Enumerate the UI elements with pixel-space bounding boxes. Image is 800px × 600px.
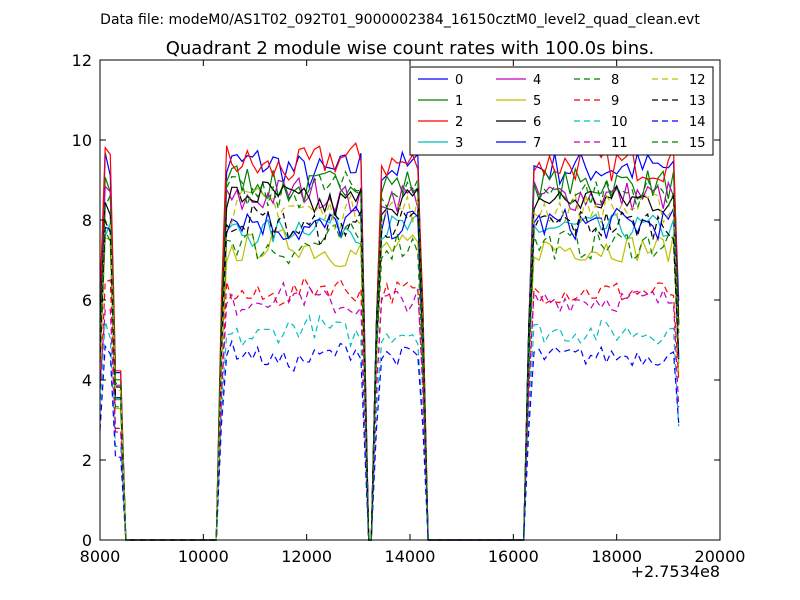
legend-label-10: 10 xyxy=(611,115,628,130)
y-tick-label: 10 xyxy=(72,131,92,150)
legend-label-6: 6 xyxy=(533,115,541,130)
legend-frame xyxy=(409,66,714,156)
legend-label-12: 12 xyxy=(689,73,706,88)
y-tick-label: 12 xyxy=(72,51,92,70)
x-tick-label: 16000 xyxy=(488,547,539,566)
legend-label-4: 4 xyxy=(533,73,541,88)
series-line-6 xyxy=(99,181,680,541)
plot-lines xyxy=(99,142,680,541)
x-offset-label: +2.7534e8 xyxy=(631,562,720,581)
legend-label-13: 13 xyxy=(689,94,706,109)
x-tick-label: 12000 xyxy=(281,547,332,566)
y-tick-label: 8 xyxy=(82,211,92,230)
legend-label-9: 9 xyxy=(611,94,619,109)
series-line-12 xyxy=(99,187,680,541)
legend-label-15: 15 xyxy=(689,136,706,151)
series-line-2 xyxy=(99,142,680,541)
axis-ticks: 8000 10000 12000 14000 16000 18000 20000 0 2 4 6 8 1… xyxy=(72,51,746,566)
legend-label-2: 2 xyxy=(455,115,463,130)
series-line-7 xyxy=(99,205,680,541)
x-tick-label: 20000 xyxy=(695,547,746,566)
legend-label-5: 5 xyxy=(533,94,541,109)
chart-title: Quadrant 2 module wise count rates with … xyxy=(166,38,655,59)
legend-label-8: 8 xyxy=(611,73,619,88)
series-line-9 xyxy=(99,276,680,541)
series-line-8 xyxy=(99,221,680,541)
x-tick-label: 10000 xyxy=(178,547,229,566)
y-tick-label: 2 xyxy=(82,451,92,470)
figure-suptitle: Data file: modeM0/AS1T02_092T01_90000023… xyxy=(100,12,700,28)
legend-label-11: 11 xyxy=(611,136,628,151)
series-line-10 xyxy=(99,314,680,541)
legend-label-1: 1 xyxy=(455,94,463,109)
legend-label-14: 14 xyxy=(689,115,706,130)
series-line-13 xyxy=(99,203,680,541)
x-tick-label: 14000 xyxy=(385,547,436,566)
x-tick-label: 8000 xyxy=(80,547,121,566)
legend-label-3: 3 xyxy=(455,136,463,151)
series-line-5 xyxy=(99,228,680,541)
series-line-4 xyxy=(99,176,680,541)
series-line-14 xyxy=(99,339,680,541)
y-tick-label: 6 xyxy=(82,291,92,310)
y-tick-label: 0 xyxy=(82,531,92,550)
series-line-3 xyxy=(99,207,680,541)
y-tick-label: 4 xyxy=(82,371,92,390)
legend-label-7: 7 xyxy=(533,136,541,151)
legend-label-0: 0 xyxy=(455,73,463,88)
series-line-15 xyxy=(99,170,680,541)
series-line-11 xyxy=(99,281,680,541)
x-tick-label: 18000 xyxy=(591,547,642,566)
